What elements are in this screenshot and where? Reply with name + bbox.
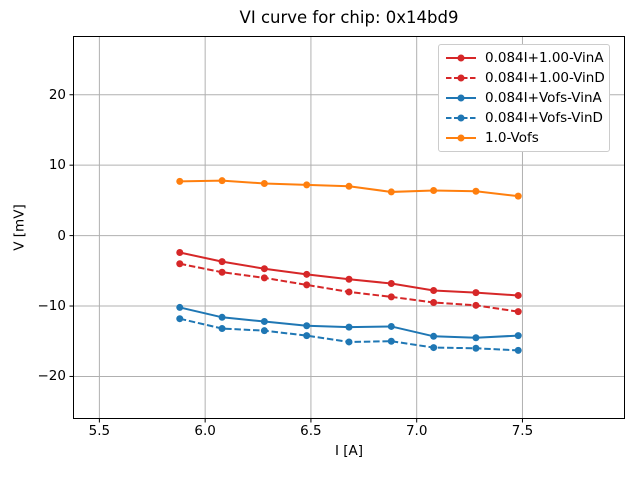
legend-sample-line	[446, 134, 476, 142]
chart-title: VI curve for chip: 0x14bd9	[239, 8, 459, 27]
plot-area	[73, 36, 625, 419]
y-tick-label: 0	[57, 227, 66, 244]
legend-label: 0.084I+1.00-VinA	[485, 50, 604, 66]
data-point-marker	[387, 279, 395, 287]
data-point-marker	[176, 177, 184, 185]
y-tick-label: −10	[37, 298, 67, 315]
series-line	[179, 306, 519, 339]
legend-item: 0.084I+1.00-VinD	[439, 69, 609, 87]
data-point-marker	[345, 323, 353, 331]
data-point-marker	[303, 332, 311, 340]
data-point-marker	[430, 344, 438, 352]
y-tick-label: −20	[37, 368, 67, 385]
data-point-marker	[430, 299, 438, 307]
y-tick-label: 20	[48, 86, 66, 103]
data-point-marker	[387, 188, 395, 196]
data-point-marker	[218, 325, 226, 333]
legend-label: 1.0-Vofs	[485, 130, 539, 146]
data-point-marker	[218, 268, 226, 276]
legend-sample-line	[446, 54, 476, 62]
data-point-marker	[218, 177, 226, 185]
data-point-marker	[260, 274, 268, 282]
x-tick-label: 7.0	[405, 423, 428, 439]
data-point-marker	[472, 334, 480, 342]
data-point-marker	[176, 260, 184, 268]
legend-label: 0.084I+1.00-VinD	[485, 70, 605, 86]
data-point-marker	[387, 322, 395, 330]
x-tick-label: 5.5	[88, 423, 111, 439]
data-point-marker	[260, 318, 268, 326]
data-point-marker	[218, 313, 226, 321]
data-point-marker	[514, 192, 522, 200]
data-point-marker	[176, 303, 184, 311]
data-point-marker	[176, 249, 184, 257]
data-point-marker	[345, 275, 353, 283]
data-point-marker	[303, 270, 311, 278]
y-axis-label: V [mV]	[11, 204, 28, 251]
data-point-marker	[514, 308, 522, 316]
data-point-marker	[472, 301, 480, 309]
legend: 0.084I+1.00-VinA 0.084I+1.00-VinD 0.084I+V…	[438, 44, 610, 152]
data-point-marker	[218, 258, 226, 266]
data-point-marker	[514, 332, 522, 340]
legend-item: 1.0-Vofs	[439, 129, 609, 147]
legend-item: 0.084I+Vofs-VinD	[439, 109, 609, 127]
x-tick-label: 6.5	[300, 423, 322, 439]
data-point-marker	[303, 181, 311, 189]
data-point-marker	[303, 322, 311, 330]
x-tick-label: 7.5	[511, 423, 534, 439]
data-point-marker	[260, 327, 268, 335]
data-point-marker	[176, 315, 184, 323]
data-point-marker	[472, 289, 480, 297]
data-point-marker	[514, 346, 522, 354]
legend-item: 0.084I+1.00-VinA	[439, 49, 609, 67]
data-point-marker	[345, 182, 353, 190]
data-point-marker	[303, 281, 311, 289]
data-point-marker	[514, 291, 522, 299]
data-point-marker	[387, 293, 395, 301]
series-line	[179, 317, 519, 352]
data-point-marker	[345, 288, 353, 296]
x-axis-label: I [A]	[334, 443, 364, 459]
data-point-marker	[345, 338, 353, 346]
legend-sample-line	[446, 74, 476, 82]
legend-sample-line	[446, 94, 476, 102]
legend-item: 0.084I+Vofs-VinA	[439, 89, 609, 107]
data-point-marker	[430, 187, 438, 195]
legend-sample-line	[446, 114, 476, 122]
y-tick-label: 10	[48, 157, 66, 174]
series-line	[179, 262, 519, 313]
data-point-marker	[472, 344, 480, 352]
legend-label: 0.084I+Vofs-VinA	[485, 90, 602, 106]
data-point-marker	[387, 337, 395, 345]
data-point-marker	[430, 332, 438, 340]
legend-label: 0.084I+Vofs-VinD	[485, 110, 603, 126]
x-tick-label: 6.0	[194, 423, 216, 439]
data-point-marker	[260, 179, 268, 187]
data-point-marker	[430, 287, 438, 295]
data-point-marker	[472, 187, 480, 195]
data-point-marker	[260, 265, 268, 273]
